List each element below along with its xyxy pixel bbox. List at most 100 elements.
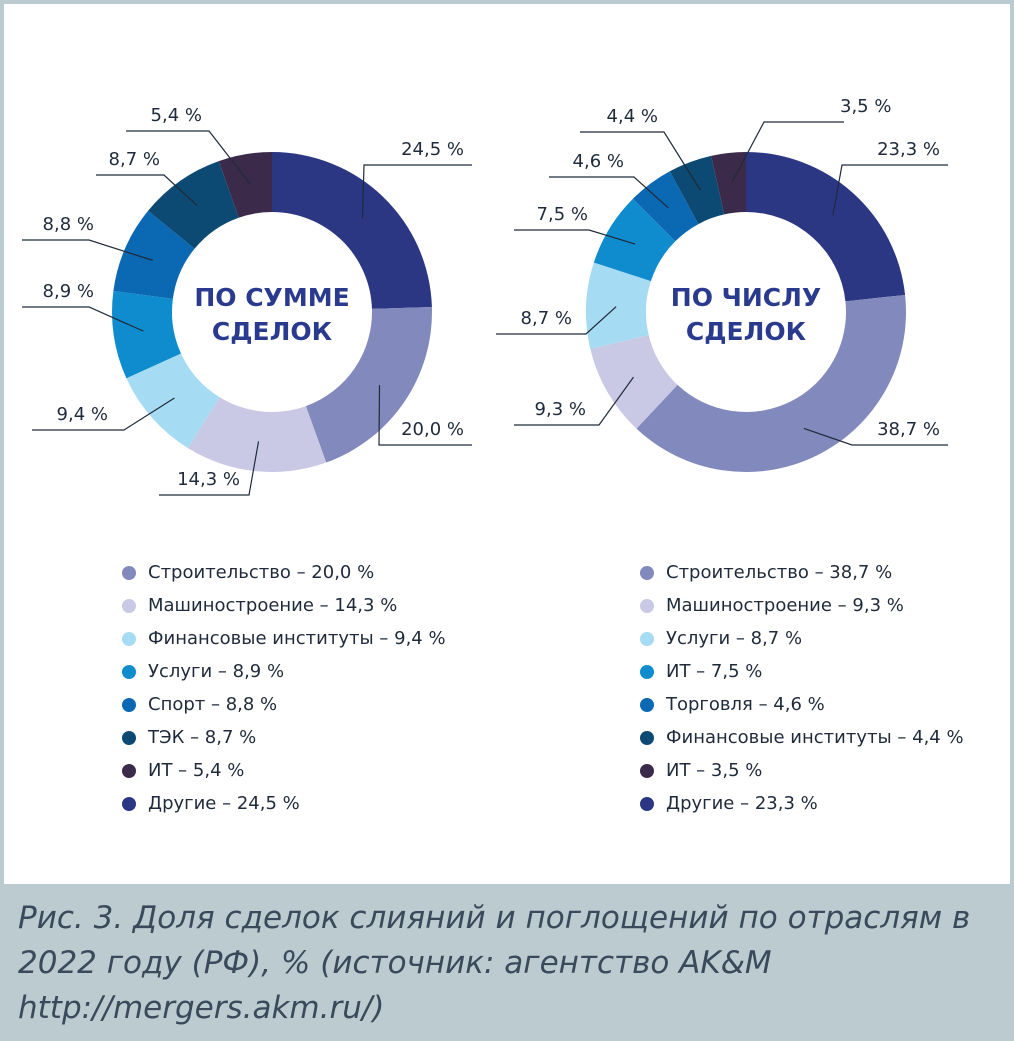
leader-line-finansovye-instituty [32, 397, 175, 431]
legend-item-it: ИТ – 3,5 % [640, 754, 964, 787]
data-label-it: 7,5 % [537, 204, 588, 225]
donut-charts: 24,5 % 20,0 % 14,3 % 9,4 % 8,9 % 8,8 % 8,7 % 5,… [22, 96, 948, 496]
legend-label: Машиностроение – 9,3 % [666, 595, 904, 616]
legend-item-drugie: Другие – 24,5 % [122, 787, 446, 820]
legend-item-stroitelstvo: Строительство – 20,0 % [122, 556, 446, 589]
legend-item-uslugi: Услуги – 8,9 % [122, 655, 446, 688]
leader-line-mashinostroenie [514, 376, 634, 426]
figure-caption: Рис. 3. Доля сделок слияний и поглощений… [18, 900, 971, 1026]
legend-item-mashinostroenie: Машиностроение – 14,3 % [122, 589, 446, 622]
legend-swatch [640, 763, 654, 778]
legend-item-finansovye-instituty: Финансовые институты – 4,4 % [640, 721, 964, 754]
slice-stroitelstvo [636, 294, 906, 473]
slice-sport [113, 210, 195, 299]
chart-title-line: ПО СУММЕ [194, 283, 349, 312]
legend-swatch [122, 631, 136, 646]
legend-label: Машиностроение – 14,3 % [148, 595, 398, 616]
legend-item-torgovlya: Торговля – 4,6 % [640, 688, 964, 721]
leader-line-sport [22, 239, 153, 261]
legend-swatch [640, 631, 654, 646]
slice-it [218, 152, 272, 218]
legend-item-tek: ТЭК – 8,7 % [122, 721, 446, 754]
data-label-stroitelstvo: 20,0 % [401, 419, 464, 440]
slice-tek [148, 161, 239, 249]
leader-line-finansovye-instituty [580, 131, 701, 191]
chart-title-line: СДЕЛОК [686, 317, 807, 346]
slice-torgovlya [632, 171, 699, 242]
data-label-uslugi: 8,7 % [521, 308, 572, 329]
donut-by-sum: 24,5 % 20,0 % 14,3 % 9,4 % 8,9 % 8,8 % 8,7 % 5,… [22, 105, 472, 496]
slice-stroitelstvo [305, 306, 432, 463]
legend-swatch [640, 664, 654, 679]
legend-item-it: ИТ – 5,4 % [122, 754, 446, 787]
legend-label: ИТ – 3,5 % [666, 760, 763, 781]
legend-label: Услуги – 8,7 % [666, 628, 803, 649]
leader-line-it [126, 130, 251, 185]
leader-line-uslugi [22, 306, 144, 332]
legend-item-uslugi: Услуги – 8,7 % [640, 622, 964, 655]
legend-label: Спорт – 8,8 % [148, 694, 278, 715]
donut-by-count: 23,3 % 38,7 % 9,3 % 8,7 % 7,5 % 4,6 % 4,4 % 3,5… [496, 96, 948, 473]
leader-line-drugie [832, 164, 948, 216]
slice-drugie [746, 152, 906, 302]
legend-label: ИТ – 7,5 % [666, 661, 763, 682]
slice-it [711, 152, 746, 215]
legend-by-sum: Строительство – 20,0 % Машиностроение – 1… [122, 556, 446, 820]
legend-label: Другие – 23,3 % [666, 793, 818, 814]
data-label-finansovye-instituty: 9,4 % [57, 404, 108, 425]
legend-label: Строительство – 38,7 % [666, 562, 893, 583]
data-label-it: 3,5 % [840, 96, 891, 117]
leader-line-it [731, 121, 844, 184]
data-label-stroitelstvo: 38,7 % [877, 419, 940, 440]
legend-label: Услуги – 8,9 % [148, 661, 285, 682]
legend-item-sport: Спорт – 8,8 % [122, 688, 446, 721]
slice-uslugi [586, 262, 651, 349]
slice-uslugi [111, 290, 181, 379]
legend-label: Торговля – 4,6 % [666, 694, 825, 715]
slice-it [593, 198, 676, 282]
data-label-drugie: 23,3 % [877, 139, 940, 160]
data-label-it: 5,4 % [151, 105, 202, 126]
legend-by-count: Строительство – 38,7 % Машиностроение – 9… [640, 556, 964, 820]
legend-swatch [640, 796, 654, 811]
data-label-mashinostroenie: 9,3 % [535, 399, 586, 420]
leader-line-tek [96, 174, 198, 207]
legend-swatch [122, 598, 136, 613]
data-label-drugie: 24,5 % [401, 139, 464, 160]
legend-swatch [122, 697, 136, 712]
legend-swatch [640, 565, 654, 580]
slice-drugie [272, 152, 432, 309]
legend-item-mashinostroenie: Машиностроение – 9,3 % [640, 589, 964, 622]
legend-swatch [122, 664, 136, 679]
legend-swatch [122, 730, 136, 745]
legend-swatch [640, 697, 654, 712]
leader-line-mashinostroenie [159, 441, 260, 496]
leader-line-drugie [361, 164, 472, 219]
legend-label: Другие – 24,5 % [148, 793, 300, 814]
legend-label: Строительство – 20,0 % [148, 562, 375, 583]
slice-mashinostroenie [590, 335, 678, 429]
legend-label: ИТ – 5,4 % [148, 760, 245, 781]
legend-swatch [640, 598, 654, 613]
leader-line-torgovlya [549, 176, 669, 209]
legend-item-it: ИТ – 7,5 % [640, 655, 964, 688]
figure-panel: 24,5 % 20,0 % 14,3 % 9,4 % 8,9 % 8,8 % 8,7 % 5,… [4, 4, 1010, 884]
data-label-torgovlya: 4,6 % [573, 151, 624, 172]
data-label-uslugi: 8,9 % [43, 281, 94, 302]
leader-line-stroitelstvo [378, 385, 472, 446]
legend-label: ТЭК – 8,7 % [148, 727, 257, 748]
leader-line-stroitelstvo [803, 427, 948, 446]
slice-finansovye-instituty [126, 353, 220, 449]
leader-line-it [514, 229, 636, 245]
legend-swatch [122, 796, 136, 811]
data-label-sport: 8,8 % [43, 214, 94, 235]
legend-item-drugie: Другие – 23,3 % [640, 787, 964, 820]
legend-item-stroitelstvo: Строительство – 38,7 % [640, 556, 964, 589]
legend-label: Финансовые институты – 4,4 % [666, 727, 964, 748]
chart-title-line: СДЕЛОК [212, 317, 333, 346]
data-label-mashinostroenie: 14,3 % [177, 469, 240, 490]
chart-title-line: ПО ЧИСЛУ [671, 283, 821, 312]
data-label-finansovye-instituty: 4,4 % [607, 106, 658, 127]
legend-swatch [122, 565, 136, 580]
legend-item-finansovye-instituty: Финансовые институты – 9,4 % [122, 622, 446, 655]
